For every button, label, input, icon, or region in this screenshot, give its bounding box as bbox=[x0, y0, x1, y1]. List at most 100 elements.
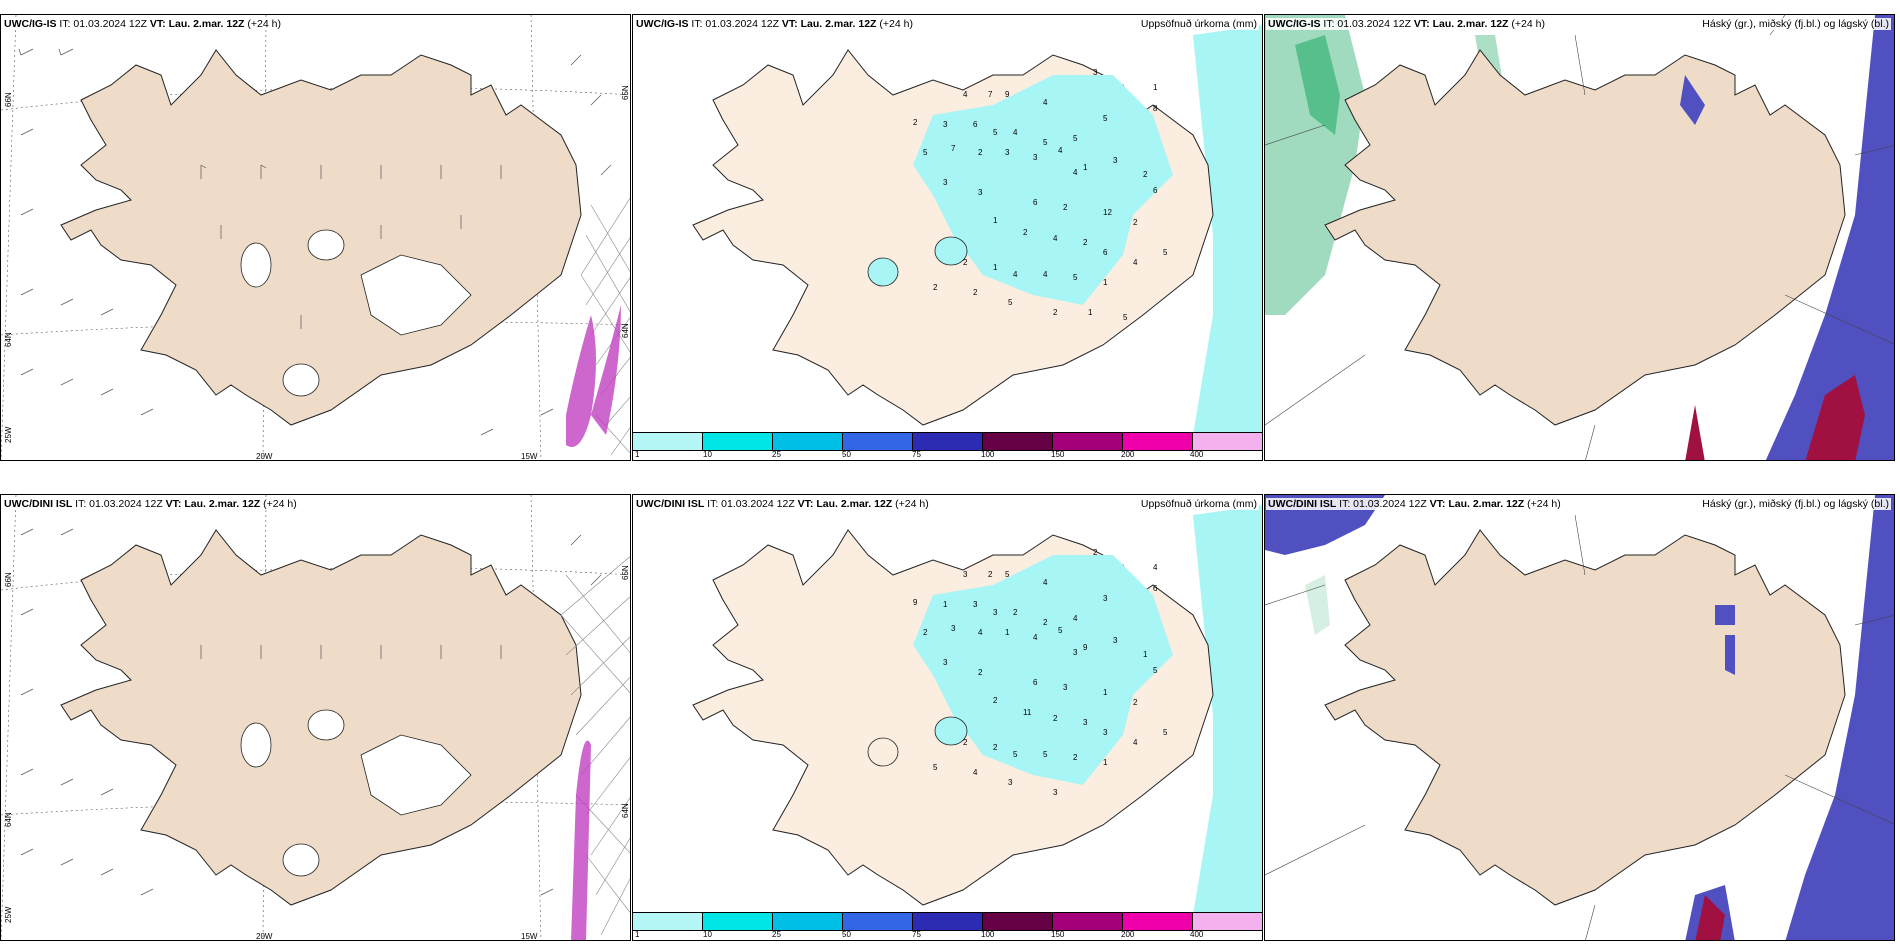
legend-swatch bbox=[703, 433, 773, 450]
precip-panel-top: 3 4 7 9 4 1 8 2 3 6 5 4 5 5 5 3 4 3 1 2 5 7 2 3 4 6 3 3 6 2 12 2 1 2 4 2 6 4 5… bbox=[632, 14, 1263, 461]
panel-header: UWC/IG-IS IT: 01.03.2024 12Z VT: Lau. 2.… bbox=[634, 18, 915, 30]
precip-value: 1 bbox=[993, 263, 998, 272]
precip-value: 2 bbox=[913, 118, 918, 127]
precip-value: 5 bbox=[923, 148, 928, 157]
legend-label: 50 bbox=[842, 930, 851, 939]
legend-label: 400 bbox=[1190, 930, 1204, 939]
lon-label: 20W bbox=[256, 452, 273, 461]
precip-value: 6 bbox=[1153, 186, 1158, 195]
lon-label: 25W bbox=[4, 906, 13, 923]
legend-swatch bbox=[913, 433, 983, 450]
precip-value: 2 bbox=[933, 283, 938, 292]
precip-value: 1 bbox=[1103, 278, 1108, 287]
precip-value: 2 bbox=[1023, 228, 1028, 237]
lon-label: 25W bbox=[4, 426, 13, 443]
precip-value: 1 bbox=[1143, 650, 1148, 659]
precip-value: 2 bbox=[988, 570, 993, 579]
legend-swatches bbox=[633, 912, 1262, 931]
precip-value: 5 bbox=[1153, 666, 1158, 675]
lat-label: 66N bbox=[4, 92, 13, 107]
precip-value: 9 bbox=[1005, 90, 1010, 99]
precip-value: 4 bbox=[1043, 578, 1048, 587]
precip-value: 3 bbox=[1103, 728, 1108, 737]
precip-value: 8 bbox=[1153, 104, 1158, 113]
legend-swatch bbox=[1053, 913, 1123, 930]
low-cloud bbox=[1785, 495, 1894, 940]
wind-map bbox=[1, 495, 630, 940]
precip-value: 4 bbox=[1013, 128, 1018, 137]
precip-value: 1 bbox=[1088, 308, 1093, 317]
precip-value: 4 bbox=[1133, 258, 1138, 267]
precip-value: 5 bbox=[993, 128, 998, 137]
panel-header: UWC/DINI ISL IT: 01.03.2024 12Z VT: Lau.… bbox=[1266, 498, 1563, 510]
legend-label: 10 bbox=[703, 450, 712, 459]
precip-value: 2 bbox=[1053, 308, 1058, 317]
precip-panel-bottom: 2 3 2 5 4 4 6 9 1 3 3 2 2 4 3 4 5 3 9 1 2 3 4 1 3 5 3 2 6 3 1 2 2 11 2 3 3 4 5… bbox=[632, 494, 1263, 941]
precip-value: 6 bbox=[1033, 678, 1038, 687]
precip-value: 4 bbox=[1058, 146, 1063, 155]
precip-value: 3 bbox=[1083, 718, 1088, 727]
cloud-panel-bottom: UWC/DINI ISL IT: 01.03.2024 12Z VT: Lau.… bbox=[1264, 494, 1895, 941]
panel-title: Háský (gr.), miðský (fj.bl.) og lágský (… bbox=[1700, 18, 1891, 30]
precip-value: 3 bbox=[963, 570, 968, 579]
wind-barbs bbox=[18, 48, 612, 436]
precip-value: 6 bbox=[1103, 248, 1108, 257]
precip-value: 5 bbox=[1043, 750, 1048, 759]
precip-legend: 1 10 25 50 75 100 150 200 400 bbox=[633, 912, 1262, 940]
lat-label: 65N bbox=[621, 85, 630, 100]
legend-label: 150 bbox=[1051, 450, 1065, 459]
cloud-map bbox=[1265, 15, 1894, 460]
mid-cloud bbox=[1695, 895, 1725, 940]
legend-label: 75 bbox=[912, 930, 921, 939]
precip-value: 4 bbox=[1053, 234, 1058, 243]
precip-value: 1 bbox=[1005, 628, 1010, 637]
legend-swatch bbox=[983, 913, 1053, 930]
precip-value: 3 bbox=[1073, 648, 1078, 657]
precip-value: 2 bbox=[1053, 714, 1058, 723]
precip-value: 3 bbox=[1113, 156, 1118, 165]
precip-value: 3 bbox=[1005, 148, 1010, 157]
precip-value: 9 bbox=[1083, 643, 1088, 652]
precip-value: 4 bbox=[963, 90, 968, 99]
precip-value: 7 bbox=[988, 90, 993, 99]
legend-swatch bbox=[633, 433, 703, 450]
precip-value: 2 bbox=[963, 738, 968, 747]
legend-swatch bbox=[1123, 913, 1193, 930]
precip-sea bbox=[1193, 25, 1262, 435]
panel-header: UWC/IG-IS IT: 01.03.2024 12Z VT: Lau. 2.… bbox=[2, 18, 283, 30]
precip-area bbox=[913, 75, 1173, 305]
precip-value: 5 bbox=[1058, 626, 1063, 635]
lon-label: 15W bbox=[521, 452, 538, 461]
legend-swatch bbox=[773, 433, 843, 450]
legend-label: 100 bbox=[981, 930, 995, 939]
precip-value: 4 bbox=[1133, 738, 1138, 747]
precip-legend: 1 10 25 50 75 100 150 200 400 bbox=[633, 432, 1262, 460]
precip-value: 3 bbox=[1093, 68, 1098, 77]
legend-swatch bbox=[633, 913, 703, 930]
precip-value: 5 bbox=[1043, 138, 1048, 147]
legend-swatch bbox=[1193, 913, 1262, 930]
precip-value: 3 bbox=[978, 188, 983, 197]
precip-value: 5 bbox=[1163, 248, 1168, 257]
legend-swatch bbox=[703, 913, 773, 930]
precip-value: 6 bbox=[1153, 584, 1158, 593]
precip-value: 2 bbox=[973, 288, 978, 297]
precip-value: 5 bbox=[1103, 114, 1108, 123]
precip-value: 5 bbox=[1163, 728, 1168, 737]
wind-map bbox=[1, 15, 630, 460]
wind-jet bbox=[571, 740, 591, 940]
precip-value: 1 bbox=[1153, 83, 1158, 92]
precip-value: 2 bbox=[1093, 548, 1098, 557]
low-cloud bbox=[1265, 495, 1385, 555]
legend-label: 10 bbox=[703, 930, 712, 939]
cloud-panel-top: UWC/IG-IS IT: 01.03.2024 12Z VT: Lau. 2.… bbox=[1264, 14, 1895, 461]
low-cloud bbox=[1680, 75, 1705, 125]
precip-value: 5 bbox=[1073, 273, 1078, 282]
precip-value: 2 bbox=[978, 148, 983, 157]
precip-value: 3 bbox=[1053, 788, 1058, 797]
precip-value: 4 bbox=[978, 628, 983, 637]
precip-value: 5 bbox=[1005, 570, 1010, 579]
iceland-land bbox=[1324, 529, 1846, 906]
